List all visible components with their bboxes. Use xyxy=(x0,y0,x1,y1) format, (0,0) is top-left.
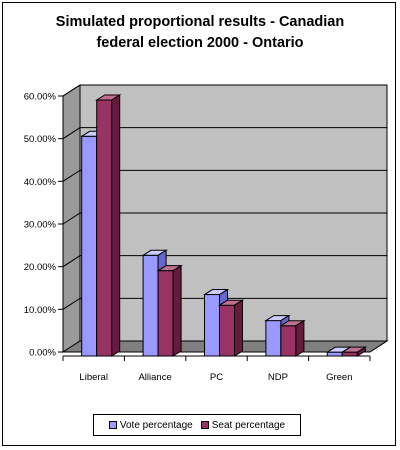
gridline xyxy=(62,127,387,140)
bar-vote-ndp xyxy=(265,320,282,357)
bar-vote-pc xyxy=(204,294,220,357)
y-tick-label: 30.00% xyxy=(24,220,57,231)
y-tick-label: 60.00% xyxy=(24,92,57,103)
y-tick-label: 10.00% xyxy=(24,305,57,316)
legend-item-seat: Seat percentage xyxy=(200,419,286,431)
bar-vote-liberal xyxy=(81,135,98,357)
gridline xyxy=(62,169,387,182)
y-tick-label: 50.00% xyxy=(24,134,57,145)
x-tick-label-liberal: Liberal xyxy=(79,372,108,383)
x-tick-label-alliance: Alliance xyxy=(138,372,171,383)
bar-side-face xyxy=(234,299,243,357)
legend-label-vote: Vote percentage xyxy=(119,419,193,431)
bar-vote-green xyxy=(326,351,343,357)
y-tick-label: 0.00% xyxy=(29,348,56,359)
chart-title: Simulated proportional results - Canadia… xyxy=(0,12,400,54)
legend-swatch-seat xyxy=(200,421,209,429)
x-tick-label-green: Green xyxy=(326,372,352,383)
bar-side-face xyxy=(356,346,366,357)
bar-seat-alliance xyxy=(157,270,174,357)
gridline xyxy=(62,255,387,268)
bar-side-face xyxy=(295,319,305,357)
gridline xyxy=(62,84,387,97)
legend-swatch-vote xyxy=(108,421,117,429)
bar-side-face xyxy=(111,94,121,357)
gridline xyxy=(62,297,387,310)
legend-label-seat: Seat percentage xyxy=(211,419,286,431)
bar-seat-pc xyxy=(219,304,235,357)
legend: Vote percentage Seat percentage xyxy=(93,414,301,436)
x-tick-label-ndp: NDP xyxy=(268,372,288,383)
bar-vote-alliance xyxy=(142,254,159,357)
bar-seat-green xyxy=(341,351,358,357)
x-tick-label-pc: PC xyxy=(210,372,223,383)
bar-seat-ndp xyxy=(280,325,297,357)
legend-item-vote: Vote percentage xyxy=(108,419,193,431)
gridline xyxy=(62,212,387,225)
y-tick-label: 20.00% xyxy=(24,262,57,273)
bar-seat-liberal xyxy=(96,99,113,357)
y-tick-label: 40.00% xyxy=(24,177,57,188)
chart-title-line-2: federal election 2000 - Ontario xyxy=(96,35,304,51)
bar-side-face xyxy=(172,264,182,357)
chart-title-line-1: Simulated proportional results - Canadia… xyxy=(55,14,345,30)
